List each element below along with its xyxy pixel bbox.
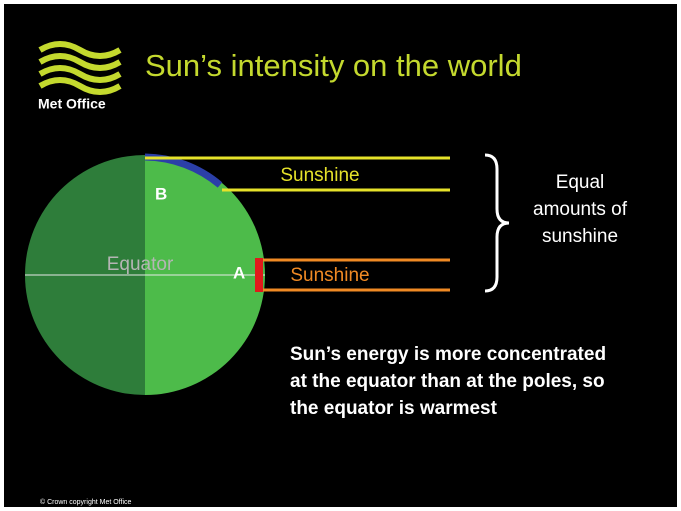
beam-label: Sunshine bbox=[280, 165, 359, 186]
caption-line: Sun’s energy is more concentrated bbox=[290, 344, 606, 365]
footer: © Crown copyright Met Office bbox=[40, 498, 132, 506]
equator-label: Equator bbox=[107, 254, 174, 275]
caption-line: at the equator than at the poles, so bbox=[290, 371, 605, 392]
brace-note-line: Equal bbox=[556, 172, 605, 193]
logo-text: Met Office bbox=[38, 96, 106, 112]
bar-a bbox=[255, 258, 263, 292]
beam-label: Sunshine bbox=[290, 265, 369, 286]
label-b: B bbox=[155, 184, 167, 203]
slide: Met Office Sun’s intensity on the world … bbox=[0, 0, 681, 511]
label-a: A bbox=[233, 263, 245, 282]
brace-note-line: amounts of bbox=[533, 199, 628, 220]
title: Sun’s intensity on the world bbox=[145, 48, 522, 83]
caption-line: the equator is warmest bbox=[290, 398, 498, 419]
brace-note-line: sunshine bbox=[542, 226, 618, 247]
